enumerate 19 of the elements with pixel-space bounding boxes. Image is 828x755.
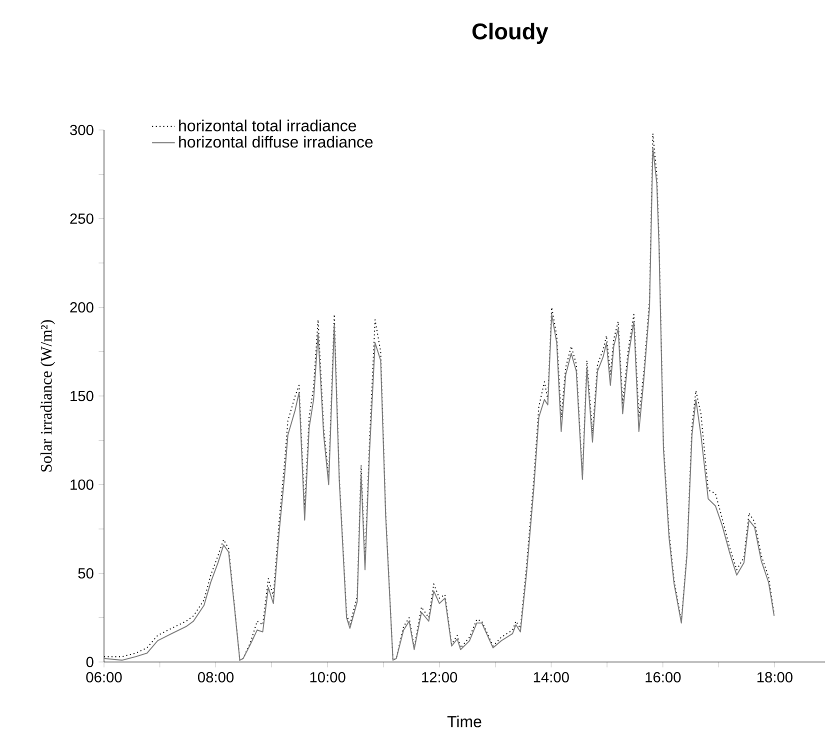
legend-label: horizontal diffuse irradiance (179, 136, 373, 148)
x-tick-label: 16:00 (646, 672, 681, 682)
x-tick-label: 18:00 (757, 672, 792, 682)
x-tick-label: 06:00 (86, 672, 122, 682)
x-tick-label: 10:00 (310, 672, 346, 682)
x-tick-label: 14:00 (534, 672, 569, 682)
y-tick-label: 100 (70, 479, 94, 490)
legend-label: horizontal total irradiance (179, 120, 356, 132)
x-axis-title: Time (447, 716, 482, 728)
y-tick-label: 0 (86, 656, 94, 668)
y-axis-title: Solar irradiance (W/m²) (40, 320, 56, 472)
x-tick-label: 08:00 (198, 672, 234, 682)
y-tick-label: 150 (70, 390, 94, 402)
x-tick-label: 12:00 (422, 672, 458, 682)
y-tick-label: 300 (70, 124, 94, 136)
y-tick-label: 250 (70, 213, 94, 224)
y-tick-label: 200 (70, 302, 94, 313)
y-tick-label: 50 (78, 568, 94, 579)
chart-title: Cloudy (472, 22, 548, 44)
